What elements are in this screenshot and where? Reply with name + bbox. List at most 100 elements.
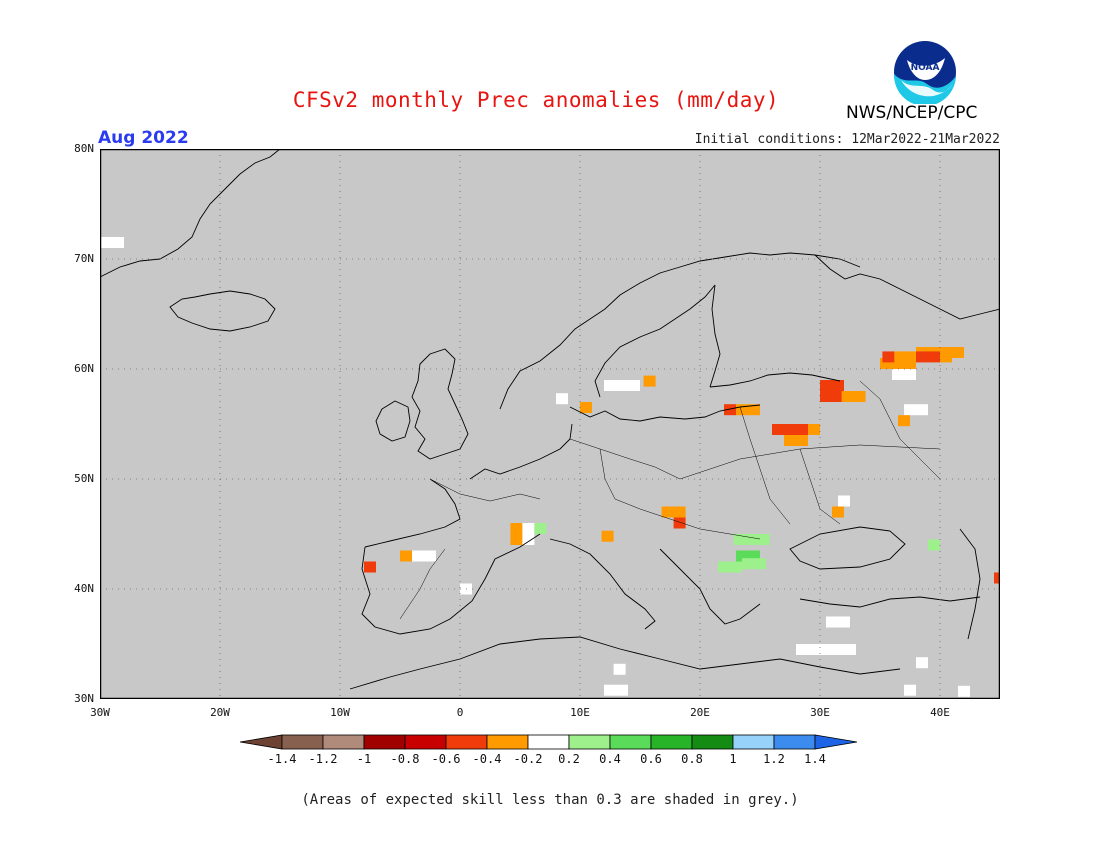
colorbar-tick-label: 1.4 [804, 752, 826, 766]
colorbar-segment [322, 734, 365, 750]
latitude-tick-label: 80N [74, 142, 94, 155]
anomaly-cell [841, 391, 866, 402]
colorbar-tick-label: -1.2 [308, 752, 338, 766]
anomaly-cell [820, 380, 844, 402]
latitude-tick-label: 70N [74, 252, 94, 265]
longitude-tick-label: 30E [810, 706, 830, 719]
latitude-tick-label: 30N [74, 692, 94, 705]
anomaly-cell [613, 663, 626, 675]
anomaly-cell [580, 402, 592, 413]
initial-conditions-label: Initial conditions: 12Mar2022-21Mar2022 [694, 132, 1000, 147]
colorbar-segment [445, 734, 488, 750]
anomaly-cell [808, 424, 820, 435]
anomaly-cell [724, 404, 736, 416]
colorbar-tick-label: 1.2 [763, 752, 785, 766]
colorbar-segment [650, 734, 693, 750]
colorbar-tick-label: -0.8 [390, 752, 420, 766]
latitude-tick-label: 50N [74, 472, 94, 485]
colorbar-tick-label: 1 [729, 752, 737, 766]
latitude-tick-label: 60N [74, 362, 94, 375]
colorbar-segment [568, 734, 611, 750]
anomaly-cell [796, 644, 856, 655]
colorbar-min-arrow [240, 734, 283, 750]
colorbar-segment [773, 734, 816, 750]
anomaly-cell [882, 351, 895, 363]
anomaly-cell [904, 404, 928, 416]
anomaly-cell [364, 561, 376, 573]
anomaly-cell [661, 506, 686, 518]
anomaly-cell [784, 435, 808, 446]
map-frame [100, 149, 1000, 699]
colorbar-tick-label: -0.2 [513, 752, 543, 766]
anomaly-cell [742, 558, 766, 570]
longitude-tick-label: 0 [456, 706, 464, 719]
anomaly-cell [904, 684, 916, 696]
anomaly-cell [916, 351, 940, 363]
anomaly-cell [643, 375, 656, 387]
colorbar-max-arrow [814, 734, 858, 750]
anomaly-cell [534, 523, 547, 534]
anomaly-cell [718, 561, 742, 573]
colorbar-tick-label: 0.6 [640, 752, 662, 766]
colorbar-segment [609, 734, 652, 750]
longitude-tick-label: 10E [570, 706, 590, 719]
anomaly-cell [100, 237, 124, 248]
colorbar-segment [363, 734, 406, 750]
anomaly-cell [958, 685, 970, 697]
skill-footnote: (Areas of expected skill less than 0.3 a… [301, 792, 799, 808]
colorbar-tick-label: 0.4 [599, 752, 621, 766]
anomaly-cell [894, 351, 919, 363]
latitude-tick-label: 40N [74, 582, 94, 595]
colorbar-tick-label: -0.4 [472, 752, 502, 766]
anomaly-cell [400, 550, 412, 562]
anomaly-cell [880, 358, 916, 369]
anomaly-cell [556, 393, 568, 405]
longitude-tick-label: 20W [210, 706, 230, 719]
anomaly-cell [898, 415, 910, 427]
anomaly-cell [510, 523, 523, 545]
longitude-tick-label: 20E [690, 706, 710, 719]
lat-lon-grid [100, 149, 1000, 699]
anomaly-cell [601, 530, 614, 542]
colorbar-tick-label: 0.2 [558, 752, 580, 766]
longitude-tick-label: 10W [330, 706, 350, 719]
anomaly-cell [736, 550, 760, 562]
map-background [100, 149, 1000, 699]
anomaly-cell [604, 684, 628, 696]
anomaly-cell [604, 380, 640, 391]
anomaly-cell [916, 657, 928, 669]
anomaly-cell [772, 424, 808, 435]
anomaly-cells [100, 237, 1000, 697]
anomaly-cell [412, 550, 436, 562]
anomaly-cell [733, 534, 770, 545]
anomaly-cell [832, 506, 844, 518]
colorbar-segment [691, 734, 734, 750]
colorbar-tick-label: -1.4 [267, 752, 297, 766]
country-borders [399, 380, 941, 620]
colorbar-tick-label: -1 [356, 752, 372, 766]
colorbar-segment [527, 734, 570, 750]
anomaly-cell [940, 351, 952, 363]
anomaly-cell [838, 495, 850, 507]
anomaly-cell [736, 404, 760, 416]
anomaly-cell [673, 517, 686, 529]
colorbar-tick-label: -0.6 [431, 752, 461, 766]
colorbar-tick-label: 0.8 [681, 752, 703, 766]
anomaly-cell [994, 572, 1000, 584]
colorbar-segment [281, 734, 324, 750]
logo-text: NOAA [911, 63, 940, 73]
organization-label: NWS/NCEP/CPC [846, 103, 978, 123]
longitude-tick-label: 30W [90, 706, 110, 719]
colorbar-segment [404, 734, 447, 750]
valid-month-label: Aug 2022 [98, 128, 189, 148]
anomaly-cell [892, 369, 916, 380]
colorbar-segment [732, 734, 775, 750]
colorbar [240, 734, 858, 750]
noaa-logo: NOAA [893, 41, 956, 104]
anomaly-cell [928, 539, 940, 551]
longitude-tick-label: 40E [930, 706, 950, 719]
colorbar-segment [486, 734, 529, 750]
chart-title: CFSv2 monthly Prec anomalies (mm/day) [292, 88, 780, 112]
anomaly-cell [826, 616, 850, 628]
coastlines [100, 149, 1000, 690]
